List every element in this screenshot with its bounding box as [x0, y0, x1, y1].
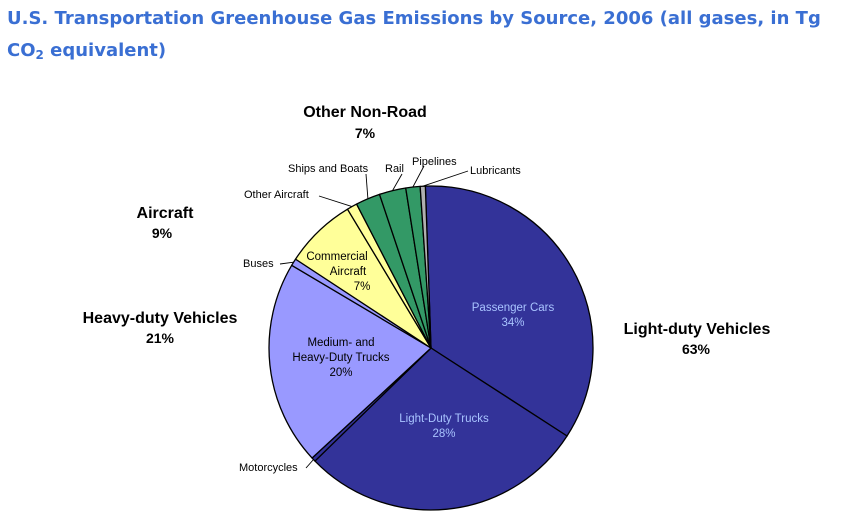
group-label-light-duty: Light-duty Vehicles [624, 321, 771, 338]
pie-slices [268, 185, 594, 511]
leader-lines [279, 165, 469, 469]
group-label-aircraft: Aircraft [137, 205, 195, 222]
leader-line-rail [392, 173, 403, 191]
leader-line-pipelines [412, 165, 425, 188]
slice-label-other-aircraft: Other Aircraft [244, 189, 309, 201]
slice-pct-passenger-cars: 34% [501, 317, 524, 329]
slice-label-passenger-cars: Passenger Cars [472, 302, 555, 314]
group-label-heavy-duty: Heavy-duty Vehicles [83, 310, 238, 327]
slice-label-lubricants: Lubricants [470, 165, 521, 177]
group-label-other-non-road: Other Non-Road [303, 104, 427, 121]
title-end: equivalent) [43, 40, 167, 61]
leader-line-ships-and-boats [365, 173, 369, 199]
title-subscript: 2 [35, 48, 44, 62]
slice-label-pipelines: Pipelines [412, 156, 457, 168]
group-pct-light-duty: 63% [682, 341, 711, 357]
leader-line-lubricants [422, 170, 469, 187]
leader-line-motorcycles [305, 459, 314, 469]
group-pct-aircraft: 9% [152, 225, 173, 241]
pie-slice-passenger-cars [424, 185, 594, 437]
slice-label-motorcycles: Motorcycles [239, 462, 298, 474]
slice-pct-light-duty-trucks: 28% [432, 428, 455, 440]
leader-line-buses [279, 261, 294, 265]
slice-label-commercial-line2: Aircraft [330, 266, 367, 278]
slice-label-rail: Rail [385, 163, 404, 175]
group-pct-heavy-duty: 21% [146, 330, 175, 346]
slice-label-ships-and-boats: Ships and Boats [288, 163, 369, 175]
chart-title: U.S. Transportation Greenhouse Gas Emiss… [7, 3, 842, 71]
slice-label-commercial-line1: Commercial [306, 251, 367, 263]
pie-slice-medium-and-heavy-duty-trucks [268, 264, 432, 459]
leader-line-other-aircraft [318, 195, 353, 208]
title-text: U.S. Transportation Greenhouse Gas Emiss… [7, 8, 821, 61]
slice-label-light-duty-trucks: Light-Duty Trucks [399, 413, 489, 425]
slice-label-trucks-line2: Heavy-Duty Trucks [292, 352, 389, 364]
pie-slice-light-duty-trucks [314, 347, 568, 511]
pie-slice-lubricants [419, 185, 432, 349]
slice-pct-trucks: 20% [329, 367, 352, 379]
slice-label-buses: Buses [243, 258, 274, 270]
slice-pct-commercial-aircraft: 7% [354, 281, 371, 293]
slice-label-trucks-line1: Medium- and [307, 337, 374, 349]
group-pct-other-non-road: 7% [355, 125, 376, 141]
